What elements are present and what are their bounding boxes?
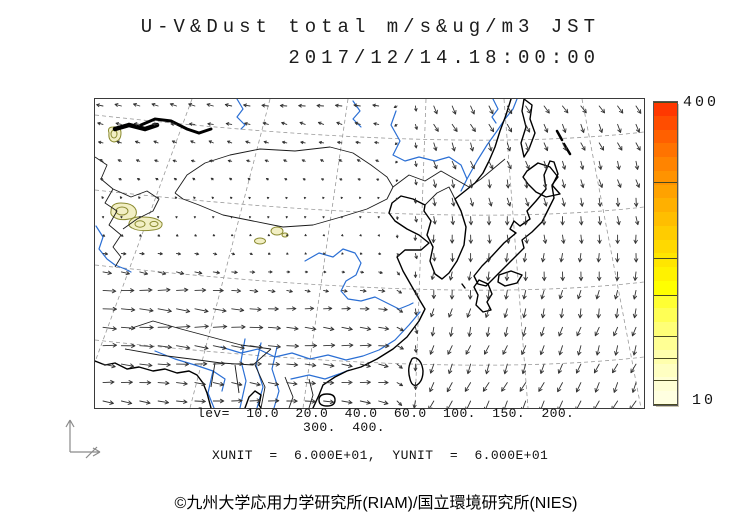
- axis-slash-icon: [85, 446, 98, 459]
- colorbar-segment: [654, 184, 677, 199]
- colorbar-segment: [654, 336, 677, 350]
- colorbar-tick: [654, 336, 677, 337]
- colorbar-tick: [654, 358, 677, 359]
- colorbar-segment: [654, 239, 677, 254]
- colorbar-segment: [654, 253, 677, 268]
- lev-legend-line-1: lev= 10.0 20.0 40.0 60.0 100. 150. 200.: [197, 406, 575, 421]
- colorbar-segment: [654, 267, 677, 281]
- colorbar-tick: [654, 380, 677, 381]
- coastlines-layer: [95, 99, 561, 408]
- colorbar-segment: [654, 102, 677, 116]
- title-line-1: U-V&Dust total m/s&ug/m3 JST: [140, 16, 600, 38]
- lakes-layer: [112, 117, 572, 156]
- colorbar-tick: [654, 182, 677, 183]
- colorbar-segment: [654, 129, 677, 144]
- colorbar-segment: [654, 212, 677, 226]
- colorbar: [653, 101, 678, 406]
- y-axis-arrow-icon: [65, 419, 75, 452]
- colorbar-segment: [654, 280, 677, 295]
- colorbar-segment: [654, 363, 677, 378]
- wind-arrows-layer: [96, 102, 642, 408]
- colorbar-segment: [654, 115, 677, 130]
- colorbar-max-label: 400: [683, 94, 720, 111]
- colorbar-tick: [654, 102, 677, 103]
- colorbar-segment: [654, 294, 677, 309]
- country-borders-layer: [95, 146, 506, 408]
- colorbar-segment: [654, 157, 677, 171]
- colorbar-segment: [654, 391, 677, 405]
- colorbar-segment: [654, 198, 677, 213]
- colorbar-tick: [654, 404, 677, 405]
- colorbar-segment: [654, 170, 677, 185]
- plot-title: U-V&Dust total m/s&ug/m3 JST 2017/12/14.…: [141, 16, 600, 69]
- colorbar-segment: [654, 225, 677, 240]
- colorbar-tick: [654, 258, 677, 259]
- colorbar-tick: [654, 295, 677, 296]
- map-svg: [95, 99, 644, 408]
- title-line-2: 2017/12/14.18:00:00: [288, 47, 600, 69]
- dust-contours-layer: [108, 126, 289, 245]
- colorbar-segment: [654, 308, 677, 323]
- lev-legend-line-2: 300. 400.: [303, 420, 386, 435]
- colorbar-segment: [654, 143, 677, 158]
- units-label: XUNIT = 6.000E+01, YUNIT = 6.000E+01: [212, 448, 549, 463]
- x-axis-arrow-icon: [70, 447, 101, 457]
- colorbar-segment: [654, 322, 677, 337]
- credit-text: ©九州大学応用力学研究所(RIAM)/国立環境研究所(NIES): [174, 495, 578, 512]
- colorbar-segment: [654, 349, 677, 364]
- map-plot-area: [94, 98, 645, 409]
- axis-indicator: [65, 419, 101, 459]
- colorbar-min-label: 10: [692, 392, 717, 409]
